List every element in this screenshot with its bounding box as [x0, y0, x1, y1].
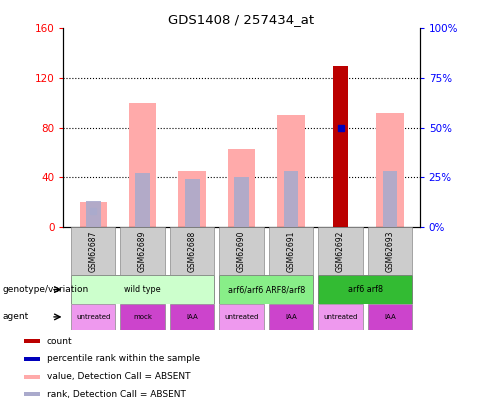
Text: GSM62691: GSM62691	[286, 230, 296, 272]
Bar	[383, 171, 397, 227]
Bar	[71, 227, 115, 275]
Text: arf6 arf8: arf6 arf8	[348, 285, 383, 294]
Text: GSM62690: GSM62690	[237, 230, 246, 272]
Text: GSM62693: GSM62693	[386, 230, 394, 272]
Bar	[368, 304, 412, 330]
Text: arf6/arf6 ARF8/arf8: arf6/arf6 ARF8/arf8	[228, 285, 305, 294]
Bar	[269, 304, 313, 330]
Bar	[24, 392, 40, 396]
Text: count: count	[47, 337, 72, 346]
Bar	[234, 177, 249, 227]
Bar	[121, 304, 165, 330]
Text: untreated: untreated	[76, 314, 110, 320]
Text: value, Detection Call = ABSENT: value, Detection Call = ABSENT	[47, 372, 190, 381]
Title: GDS1408 / 257434_at: GDS1408 / 257434_at	[168, 13, 315, 26]
Bar	[24, 339, 40, 343]
Bar	[24, 357, 40, 361]
Bar	[219, 227, 264, 275]
Bar	[368, 227, 412, 275]
Bar	[24, 375, 40, 379]
Bar	[228, 149, 255, 227]
Bar	[179, 171, 205, 227]
Text: GSM62689: GSM62689	[138, 230, 147, 272]
Bar	[269, 227, 313, 275]
Text: rank, Detection Call = ABSENT: rank, Detection Call = ABSENT	[47, 390, 185, 399]
Bar	[318, 227, 363, 275]
Bar	[284, 171, 299, 227]
Bar	[376, 113, 404, 227]
Bar	[219, 304, 264, 330]
Text: IAA: IAA	[186, 314, 198, 320]
Bar	[71, 304, 115, 330]
Text: untreated: untreated	[324, 314, 358, 320]
Text: percentile rank within the sample: percentile rank within the sample	[47, 354, 200, 363]
Text: IAA: IAA	[285, 314, 297, 320]
Bar	[318, 304, 363, 330]
Text: wild type: wild type	[124, 285, 161, 294]
Text: agent: agent	[2, 312, 29, 322]
Bar	[219, 275, 313, 304]
Text: GSM62688: GSM62688	[187, 230, 197, 272]
Bar	[170, 227, 214, 275]
Text: genotype/variation: genotype/variation	[2, 285, 89, 294]
Bar	[278, 115, 305, 227]
Bar	[333, 66, 348, 227]
Bar	[184, 179, 200, 227]
Bar	[80, 202, 107, 227]
Text: untreated: untreated	[224, 314, 259, 320]
Bar	[135, 173, 150, 227]
Bar	[121, 227, 165, 275]
Bar	[170, 304, 214, 330]
Bar	[318, 275, 412, 304]
Text: IAA: IAA	[384, 314, 396, 320]
Bar	[86, 201, 101, 227]
Text: mock: mock	[133, 314, 152, 320]
Text: GSM62692: GSM62692	[336, 230, 345, 272]
Bar	[129, 103, 156, 227]
Bar	[71, 275, 214, 304]
Text: GSM62687: GSM62687	[89, 230, 98, 272]
